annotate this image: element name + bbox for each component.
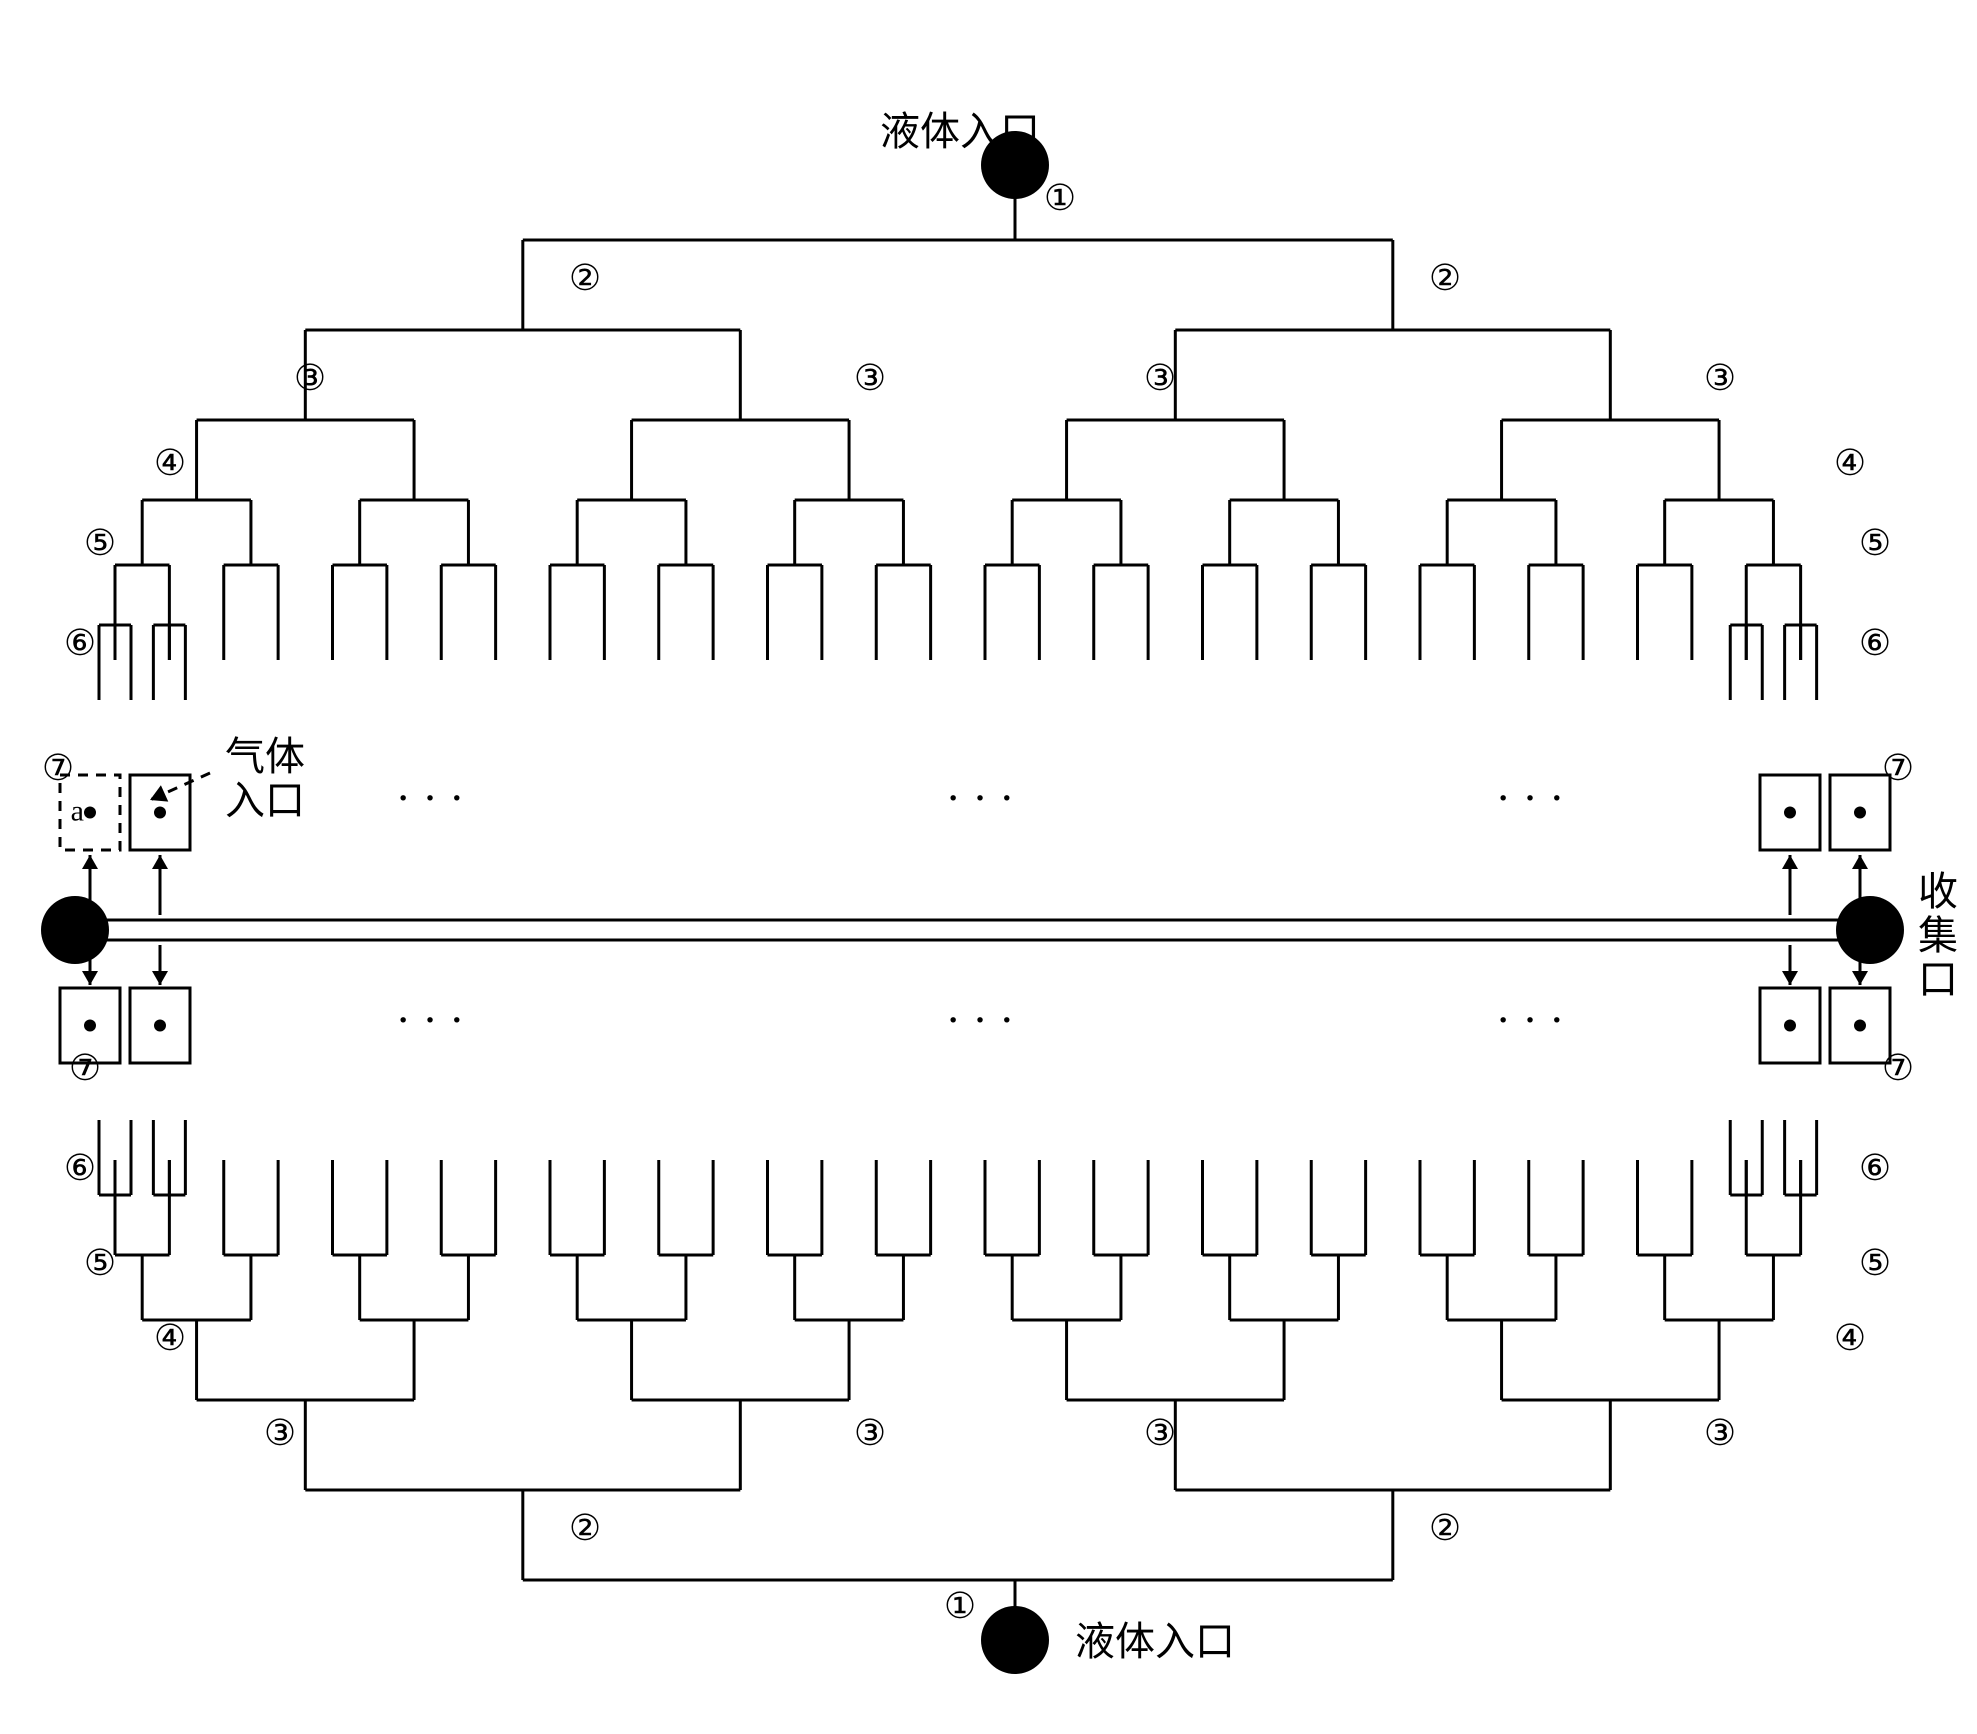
- liquid-inlet-top-label: 液体入口: [880, 109, 1040, 154]
- gas-inlet-label: 气体: [225, 734, 305, 779]
- ellipsis: · · ·: [946, 772, 1015, 823]
- level-marker: ⑦: [42, 748, 74, 788]
- gas-inlet-label: 入口: [225, 778, 305, 823]
- reactor-center-dot: [84, 807, 96, 819]
- level-marker: ⑤: [1859, 523, 1891, 563]
- level-marker: ⑤: [1859, 1243, 1891, 1283]
- level-marker: ⑥: [1859, 1148, 1891, 1188]
- level-marker: ④: [154, 443, 186, 483]
- level-marker: ④: [154, 1318, 186, 1358]
- reactor-center-dot: [1784, 1020, 1796, 1032]
- collection-label: 集: [1918, 913, 1958, 958]
- level-marker: ②: [1429, 1508, 1461, 1548]
- level-marker: ⑦: [1882, 748, 1914, 788]
- level-marker: ③: [294, 358, 326, 398]
- level-marker: ③: [1704, 358, 1736, 398]
- microfluidic-diagram: a · · · · · · · · · · · · · · · · · · ① ② ② ③ ③ ③ ③ ④ ④…: [0, 0, 1977, 1734]
- level-marker: ①: [1044, 178, 1076, 218]
- port-dot-left: [41, 896, 109, 964]
- level-marker: ③: [854, 1413, 886, 1453]
- ellipsis: · · ·: [1496, 772, 1565, 823]
- level-marker: ⑥: [1859, 623, 1891, 663]
- level-marker: ⑤: [84, 523, 116, 563]
- level-marker: ④: [1834, 443, 1866, 483]
- level-marker: ⑦: [1882, 1048, 1914, 1088]
- level-marker: ③: [854, 358, 886, 398]
- level-marker: ③: [1144, 358, 1176, 398]
- collection-label: 收: [1918, 869, 1958, 914]
- level-marker: ⑦: [69, 1048, 101, 1088]
- level-marker: ⑤: [84, 1243, 116, 1283]
- level-marker: ④: [1834, 1318, 1866, 1358]
- level-marker: ③: [1704, 1413, 1736, 1453]
- level-marker: ⑥: [64, 623, 96, 663]
- level-marker: ⑥: [64, 1148, 96, 1188]
- reactor-center-dot: [1784, 807, 1796, 819]
- reactor-center-dot: [154, 807, 166, 819]
- level-marker: ②: [569, 258, 601, 298]
- port-dot-right: [1836, 896, 1904, 964]
- reactor-center-dot: [84, 1020, 96, 1032]
- ellipsis: · · ·: [946, 994, 1015, 1045]
- ellipsis: · · ·: [396, 772, 465, 823]
- reactor-a-label: a: [71, 795, 84, 828]
- level-marker: ③: [264, 1413, 296, 1453]
- level-marker: ①: [944, 1586, 976, 1626]
- reactor-center-dot: [1854, 807, 1866, 819]
- ellipsis: · · ·: [1496, 994, 1565, 1045]
- collection-label: 口: [1918, 957, 1958, 1002]
- level-marker: ②: [569, 1508, 601, 1548]
- liquid-inlet-bottom-label: 液体入口: [1075, 1619, 1235, 1664]
- reactor-center-dot: [1854, 1020, 1866, 1032]
- reactor-center-dot: [154, 1020, 166, 1032]
- ellipsis: · · ·: [396, 994, 465, 1045]
- level-marker: ③: [1144, 1413, 1176, 1453]
- level-marker: ②: [1429, 258, 1461, 298]
- port-dot-bottom: [981, 1606, 1049, 1674]
